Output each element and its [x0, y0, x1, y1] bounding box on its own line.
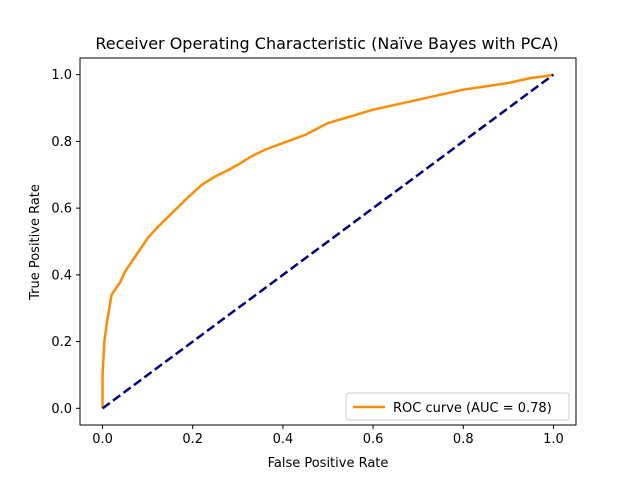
- x-tick-label: 1.0: [543, 432, 564, 447]
- roc-curve-line: [101, 73, 554, 409]
- x-tick-label: 0.8: [453, 432, 474, 447]
- chart-title: Receiver Operating Characteristic (Naïve…: [95, 34, 558, 53]
- y-axis-label: True Positive Rate: [28, 184, 43, 301]
- legend: ROC curve (AUC = 0.78): [345, 392, 570, 421]
- y-axis-ticks: 0.0 0.2 0.4 0.6 0.8 1.0: [51, 68, 80, 417]
- x-tick-label: 0.2: [182, 432, 203, 447]
- plot-frame: [79, 57, 577, 426]
- y-tick-label: 0.0: [51, 402, 72, 417]
- legend-box: [345, 392, 570, 421]
- y-tick-label: 1.0: [51, 68, 72, 83]
- y-tick-label: 0.4: [51, 268, 72, 283]
- x-axis-label: False Positive Rate: [268, 456, 389, 471]
- x-tick-label: 0.6: [363, 432, 384, 447]
- x-tick-label: 0.0: [92, 432, 113, 447]
- plot-lines: [101, 73, 555, 410]
- x-axis-ticks: 0.0 0.2 0.4 0.6 0.8 1.0: [92, 425, 564, 447]
- y-tick-label: 0.6: [51, 202, 72, 217]
- y-tick-label: 0.2: [51, 335, 72, 350]
- legend-label: ROC curve (AUC = 0.78): [393, 401, 552, 416]
- chance-diagonal-line: [101, 73, 555, 410]
- y-tick-label: 0.8: [51, 135, 72, 150]
- x-tick-label: 0.4: [273, 432, 294, 447]
